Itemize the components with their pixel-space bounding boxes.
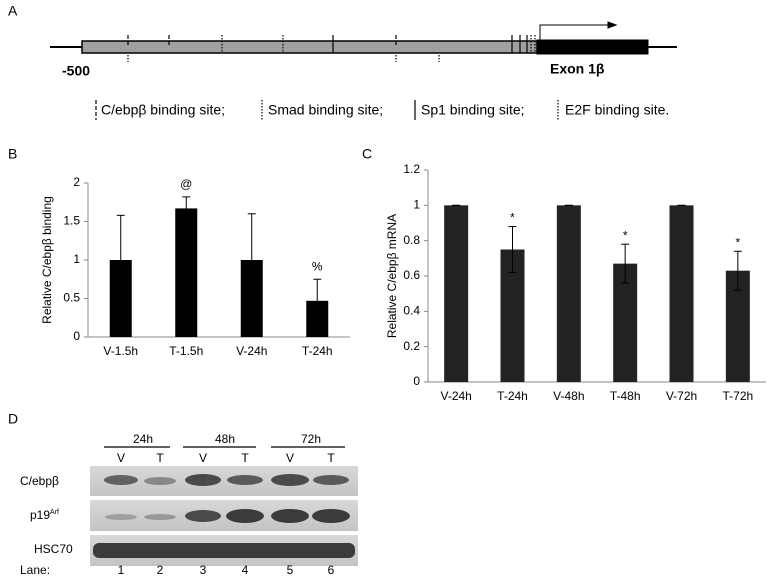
legend-item: C/ebpβ binding site;	[101, 102, 225, 118]
row-name: HSC70	[34, 542, 73, 556]
x-tick-label: V-1.5h	[103, 344, 138, 358]
y-tick-label: 1.2	[403, 162, 420, 176]
lane-treatment: V	[286, 451, 294, 465]
y-tick-label: 1.5	[63, 214, 80, 228]
x-tick-label: V-24h	[236, 344, 267, 358]
x-tick-label: V-24h	[440, 389, 471, 403]
y-axis-label: Relative C/ebpβ mRNA	[385, 214, 399, 338]
lane-number: 6	[328, 563, 335, 577]
lane-number: 4	[242, 563, 249, 577]
start-label: -500	[62, 63, 90, 79]
lane-treatment: V	[199, 451, 207, 465]
panel-label: D	[8, 411, 18, 427]
panel-label: A	[8, 3, 18, 19]
time-label: 24h	[133, 432, 153, 446]
y-tick-label: 2	[73, 175, 80, 189]
y-tick-label: 0.5	[63, 291, 80, 305]
y-tick-label: 1	[413, 198, 420, 212]
y-tick-label: 0.8	[403, 233, 420, 247]
x-tick-label: T-24h	[302, 344, 333, 358]
panel-label: C	[362, 146, 372, 162]
x-tick-label: T-1.5h	[169, 344, 203, 358]
y-axis-label: Relative C/ebpβ binding	[40, 196, 54, 324]
x-tick-label: V-72h	[666, 389, 697, 403]
row-name: C/ebpβ	[20, 474, 59, 488]
lane-treatment: T	[327, 451, 335, 465]
legend-item: Smad binding site;	[268, 102, 383, 118]
blot-bands	[93, 474, 355, 558]
lane-number: 1	[118, 563, 125, 577]
lane-title: Lane:	[20, 563, 50, 577]
row-label: C/ebpβ	[20, 474, 59, 488]
legend-markers	[95, 100, 559, 120]
row-label: p19Arf	[30, 508, 59, 522]
lane-number: 3	[200, 563, 207, 577]
bar	[669, 205, 694, 382]
time-label: 48h	[215, 432, 235, 446]
y-tick-label: 1	[73, 252, 80, 266]
lane-number: 5	[287, 563, 294, 577]
promoter-diagram	[50, 21, 677, 62]
annotation: *	[735, 235, 740, 249]
row-name: p19	[30, 508, 50, 522]
y-tick-label: 0.6	[403, 268, 420, 282]
y-tick-label: 0	[73, 329, 80, 343]
x-tick-label: T-48h	[610, 389, 641, 403]
x-tick-label: T-72h	[722, 389, 753, 403]
lane-treatment: T	[241, 451, 249, 465]
panel-label: B	[8, 146, 17, 162]
annotation: @	[180, 177, 192, 191]
legend-item: Sp1 binding site;	[421, 102, 525, 118]
bar	[444, 205, 469, 382]
lane-number: 2	[157, 563, 164, 577]
exon-label: Exon 1β	[550, 61, 605, 77]
annotation: %	[312, 259, 323, 273]
annotation: *	[510, 211, 515, 225]
row-superscript: Arf	[50, 509, 59, 516]
row-label: HSC70	[34, 542, 73, 556]
y-tick-label: 0	[413, 374, 420, 388]
x-tick-label: V-48h	[553, 389, 584, 403]
bar	[556, 205, 581, 382]
x-tick-label: T-24h	[497, 389, 528, 403]
annotation: *	[623, 228, 628, 242]
bar	[175, 208, 198, 337]
lane-treatment: T	[156, 451, 164, 465]
lane-treatment: V	[117, 451, 125, 465]
y-tick-label: 0.2	[403, 339, 420, 353]
legend-item: E2F binding site.	[565, 102, 669, 118]
time-label: 72h	[301, 432, 321, 446]
y-tick-label: 0.4	[403, 304, 420, 318]
